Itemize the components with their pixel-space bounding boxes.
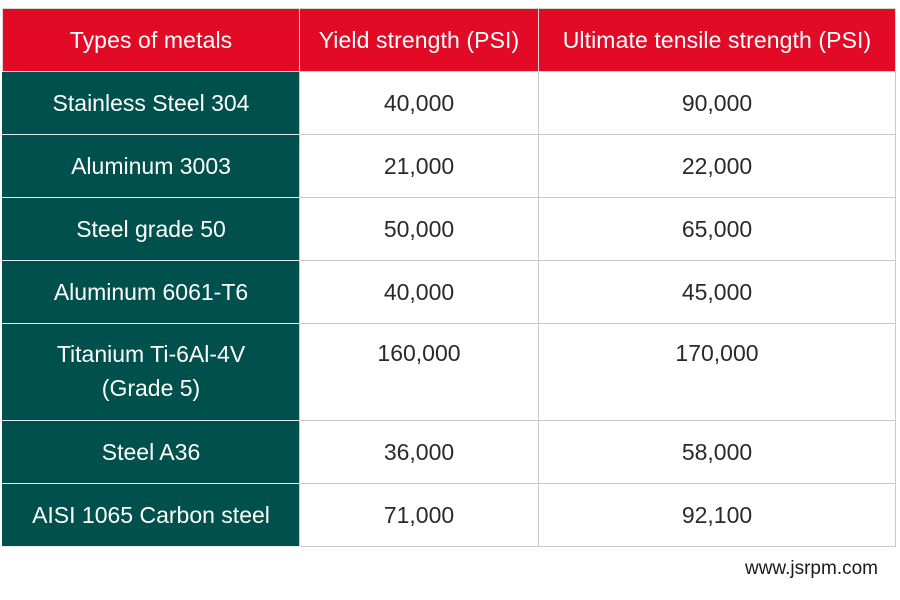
table-row: Steel A36 36,000 58,000	[2, 420, 896, 484]
table-row: Aluminum 3003 21,000 22,000	[2, 134, 896, 198]
tensile-strength-cell: 58,000	[538, 420, 896, 484]
metal-name-cell: Steel grade 50	[2, 197, 300, 261]
tensile-strength-cell: 65,000	[538, 197, 896, 261]
table-row: Aluminum 6061-T6 40,000 45,000	[2, 260, 896, 324]
metal-name-cell: Stainless Steel 304	[2, 71, 300, 135]
yield-strength-cell: 71,000	[299, 483, 539, 547]
tensile-strength-cell: 22,000	[538, 134, 896, 198]
table-row: Titanium Ti-6Al-4V (Grade 5) 160,000 170…	[2, 323, 896, 421]
header-types-of-metals: Types of metals	[2, 8, 300, 72]
yield-strength-cell: 40,000	[299, 71, 539, 135]
metal-name-cell: Titanium Ti-6Al-4V (Grade 5)	[2, 323, 300, 421]
tensile-strength-cell: 45,000	[538, 260, 896, 324]
yield-strength-cell: 40,000	[299, 260, 539, 324]
table-row: Stainless Steel 304 40,000 90,000	[2, 71, 896, 135]
table-row: AISI 1065 Carbon steel 71,000 92,100	[2, 483, 896, 547]
metal-name-line-2: (Grade 5)	[101, 375, 201, 401]
metal-name-cell: Aluminum 3003	[2, 134, 300, 198]
tensile-strength-cell: 170,000	[538, 323, 896, 421]
header-yield-strength: Yield strength (PSI)	[299, 8, 539, 72]
metal-strength-table: Types of metals Yield strength (PSI) Ult…	[2, 8, 896, 547]
tensile-strength-cell: 92,100	[538, 483, 896, 547]
metal-name-cell: Steel A36	[2, 420, 300, 484]
yield-strength-cell: 36,000	[299, 420, 539, 484]
website-watermark: www.jsrpm.com	[744, 558, 878, 579]
table-row: Steel grade 50 50,000 65,000	[2, 197, 896, 261]
yield-strength-cell: 21,000	[299, 134, 539, 198]
header-ultimate-tensile-strength: Ultimate tensile strength (PSI)	[538, 8, 896, 72]
metal-name-cell: Aluminum 6061-T6	[2, 260, 300, 324]
table-header-row: Types of metals Yield strength (PSI) Ult…	[2, 8, 896, 72]
yield-strength-cell: 50,000	[299, 197, 539, 261]
metal-name-line-1: Titanium Ti-6Al-4V	[56, 341, 246, 367]
metal-name-cell: AISI 1065 Carbon steel	[2, 483, 300, 547]
tensile-strength-cell: 90,000	[538, 71, 896, 135]
yield-strength-cell: 160,000	[299, 323, 539, 421]
